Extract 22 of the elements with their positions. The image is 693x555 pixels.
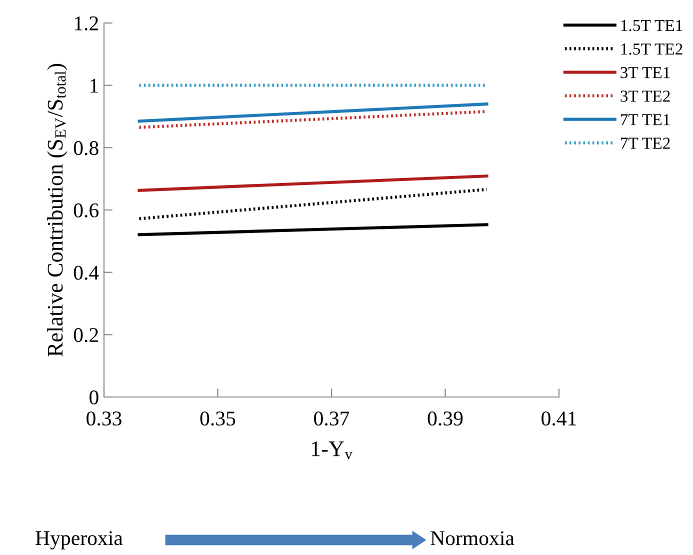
legend-label: 7T TE1 [621, 114, 670, 126]
x-axis-title: 1-Y$_{v}$ [312, 441, 352, 460]
y-tick-label: 1.2 [74, 16, 98, 31]
x-tick-label: 0.33 [86, 411, 122, 426]
x-tick-label: 0.39 [428, 411, 463, 426]
y-tick-label: 0 [90, 390, 98, 404]
legend-label: 3T TE2 [620, 90, 670, 102]
y-tick-label: 0.2 [74, 328, 98, 342]
x-tick-label: 0.35 [200, 411, 236, 426]
x-tick-label: 0.41 [542, 411, 576, 426]
y-tick-label: 1 [90, 78, 98, 93]
x-tick-label: 0.37 [314, 411, 350, 426]
y-tick-label: 0.4 [74, 266, 99, 280]
y-tick-label: 0.6 [74, 203, 99, 218]
legend-label: 1.5T TE1 [621, 20, 682, 32]
legend-label: 1.5T TE2 [621, 43, 682, 55]
text: Hyperoxia [36, 531, 123, 550]
legend-label: 3T TE1 [620, 67, 670, 78]
text: Normoxia [430, 531, 514, 546]
y-tick-label: 0.8 [74, 141, 98, 156]
legend-label: 7T TE2 [621, 138, 670, 149]
y-axis-title: Relative Contribution (S$_{EV}$/S$_{total}$) [47, 64, 68, 356]
